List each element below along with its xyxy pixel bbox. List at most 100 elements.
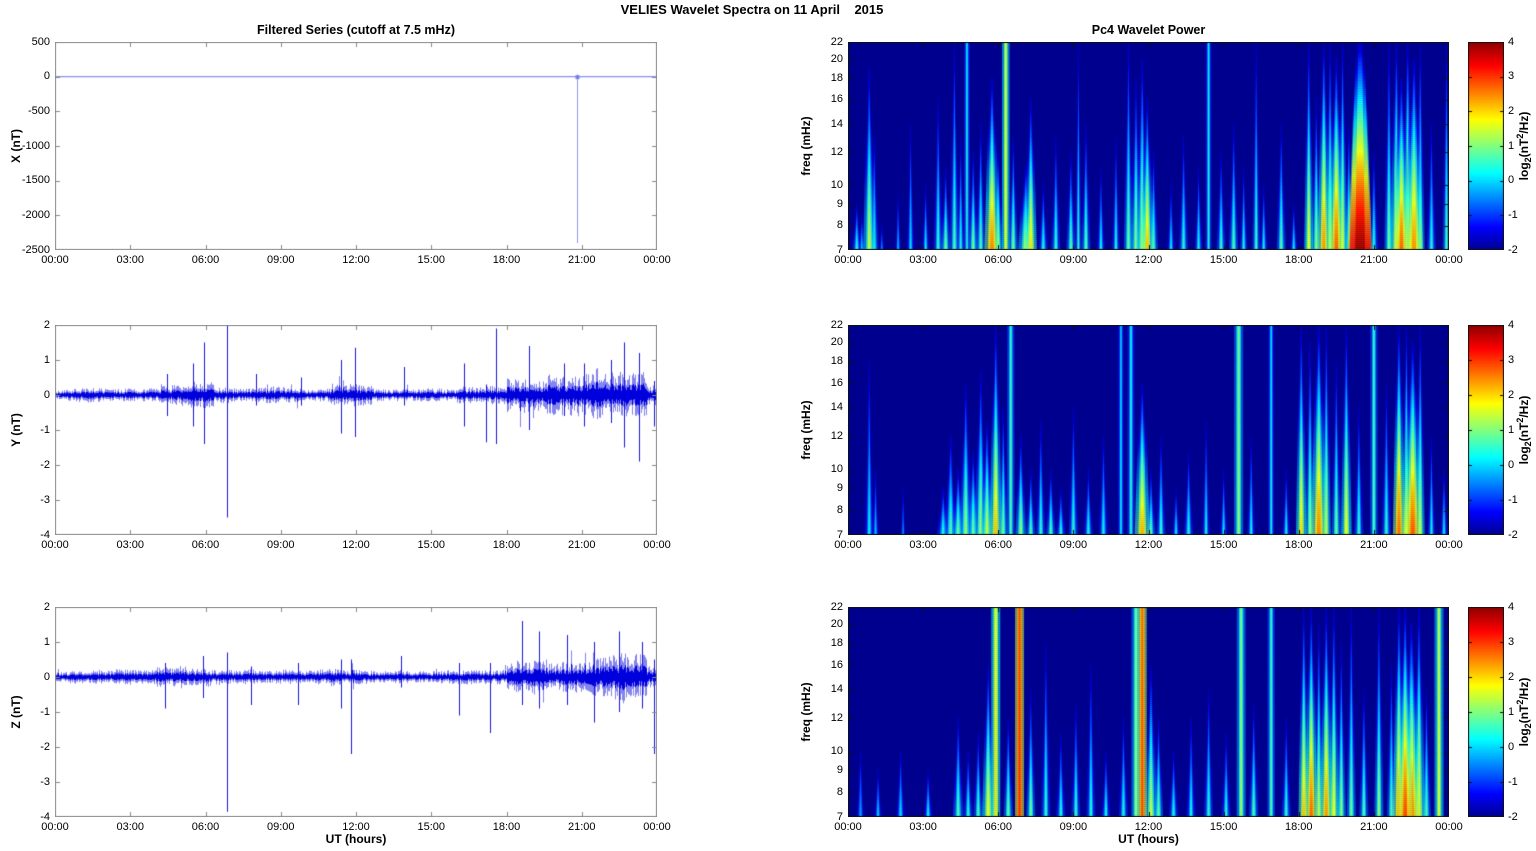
tick-label: 21:00 (567, 539, 596, 551)
tick-label: 1 (1508, 705, 1515, 718)
tick-label: 18:00 (492, 821, 521, 833)
tick-label: 500 (31, 35, 50, 48)
tick-label: 12:00 (342, 539, 370, 551)
ut-hours-label-right: UT (hours) (1118, 832, 1179, 846)
tick-label: 09:00 (266, 821, 295, 833)
right-column-title: Pc4 Wavelet Power (1091, 23, 1206, 37)
tick-label: 10 (830, 178, 843, 191)
tick-label: 06:00 (984, 539, 1013, 551)
tick-label: 4 (1508, 318, 1515, 331)
colorbar-top (1468, 42, 1504, 250)
tick-label: 1 (1508, 139, 1515, 152)
tick-label: 12 (830, 145, 843, 158)
tick-label: 7 (836, 528, 843, 541)
tick-label: 0 (43, 388, 50, 401)
tick-label: 00:00 (1435, 254, 1463, 266)
ut-hours-label-left: UT (hours) (325, 832, 387, 846)
tick-label: 00:00 (41, 821, 69, 833)
tick-label: -2 (40, 458, 50, 471)
z-series-plot-canvas (55, 607, 657, 817)
tick-label: 22 (830, 318, 843, 331)
tick-label: 18:00 (492, 254, 521, 266)
y-series-plot-canvas (55, 325, 657, 535)
tick-label: 18:00 (1284, 539, 1313, 551)
tick-label: -3 (40, 493, 50, 506)
tick-label: 00:00 (643, 539, 671, 551)
tick-label: 15:00 (1209, 821, 1238, 833)
tick-label: 09:00 (266, 539, 295, 551)
tick-label: 21:00 (567, 821, 596, 833)
tick-label: 15:00 (417, 821, 446, 833)
x-series-plot-canvas (55, 42, 657, 250)
tick-label: 15:00 (417, 539, 446, 551)
tick-label: 18:00 (1284, 821, 1313, 833)
colorbar-bottom (1468, 607, 1504, 817)
tick-label: -1500 (21, 174, 50, 187)
tick-label: 12:00 (342, 821, 370, 833)
tick-label: 06:00 (191, 254, 220, 266)
tick-label: 00:00 (1435, 539, 1463, 551)
tick-label: 00:00 (643, 821, 671, 833)
tick-label: 21:00 (1360, 539, 1388, 551)
tick-label: 22 (830, 35, 843, 48)
tick-label: 09:00 (1059, 254, 1088, 266)
tick-label: 18 (830, 637, 843, 650)
tick-label: 06:00 (984, 254, 1013, 266)
tick-label: 06:00 (984, 821, 1013, 833)
tick-label: 15:00 (417, 254, 446, 266)
pc4-x-spectrogram-canvas (848, 42, 1449, 250)
tick-label: -500 (27, 104, 50, 117)
tick-label: 1 (43, 635, 50, 648)
tick-label: 10 (830, 745, 843, 758)
tick-label: 0 (43, 70, 50, 83)
tick-label: 9 (836, 482, 843, 495)
tick-label: 8 (836, 504, 843, 516)
tick-label: 1 (43, 353, 50, 366)
pc4-z-spectrogram-canvas (848, 607, 1449, 817)
tick-label: 00:00 (1435, 821, 1463, 833)
tick-label: 12:00 (342, 254, 370, 266)
tick-label: 0 (1508, 174, 1515, 187)
tick-label: 14 (830, 401, 843, 414)
left-column-title: Filtered Series (cutoff at 7.5 mHz) (257, 23, 455, 37)
tick-label: -1 (40, 423, 50, 436)
tick-label: -1 (1508, 493, 1518, 506)
tick-label: 2 (1508, 104, 1515, 117)
tick-label: 7 (836, 810, 843, 823)
pc4-y-spectrogram-canvas (848, 325, 1449, 535)
tick-label: 15:00 (1209, 254, 1238, 266)
tick-label: 0 (43, 670, 50, 683)
tick-label: 2 (43, 600, 50, 613)
tick-label: 03:00 (116, 254, 145, 266)
tick-label: 10 (830, 463, 843, 476)
tick-label: 9 (836, 197, 843, 210)
tick-label: 21:00 (1360, 254, 1388, 266)
tick-label: 12 (830, 711, 843, 724)
tick-label: 14 (830, 117, 843, 130)
tick-label: 1 (1508, 423, 1515, 436)
tick-label: -1 (40, 705, 50, 718)
tick-label: 18 (830, 71, 843, 84)
tick-label: 20 (830, 335, 843, 348)
tick-label: 03:00 (116, 821, 145, 833)
tick-label: 22 (830, 600, 843, 613)
tick-label: 03:00 (116, 539, 145, 551)
tick-label: 4 (1508, 600, 1515, 613)
tick-label: 21:00 (1360, 821, 1388, 833)
tick-label: 2 (43, 318, 50, 331)
tick-label: -3 (40, 775, 50, 788)
tick-label: 21:00 (567, 254, 596, 266)
tick-label: 12:00 (1134, 539, 1163, 551)
tick-label: 06:00 (191, 539, 220, 551)
tick-label: -2000 (21, 208, 50, 221)
tick-label: -2 (1508, 528, 1518, 541)
figure-title: VELIES Wavelet Spectra on 11 April 2015 (620, 2, 884, 17)
tick-label: 00:00 (41, 254, 69, 266)
tick-label: 00:00 (41, 539, 69, 551)
tick-label: 20 (830, 617, 843, 630)
tick-label: -4 (40, 810, 50, 823)
tick-label: 3 (1508, 353, 1515, 366)
tick-label: -1000 (21, 139, 50, 152)
tick-label: 16 (830, 93, 843, 106)
